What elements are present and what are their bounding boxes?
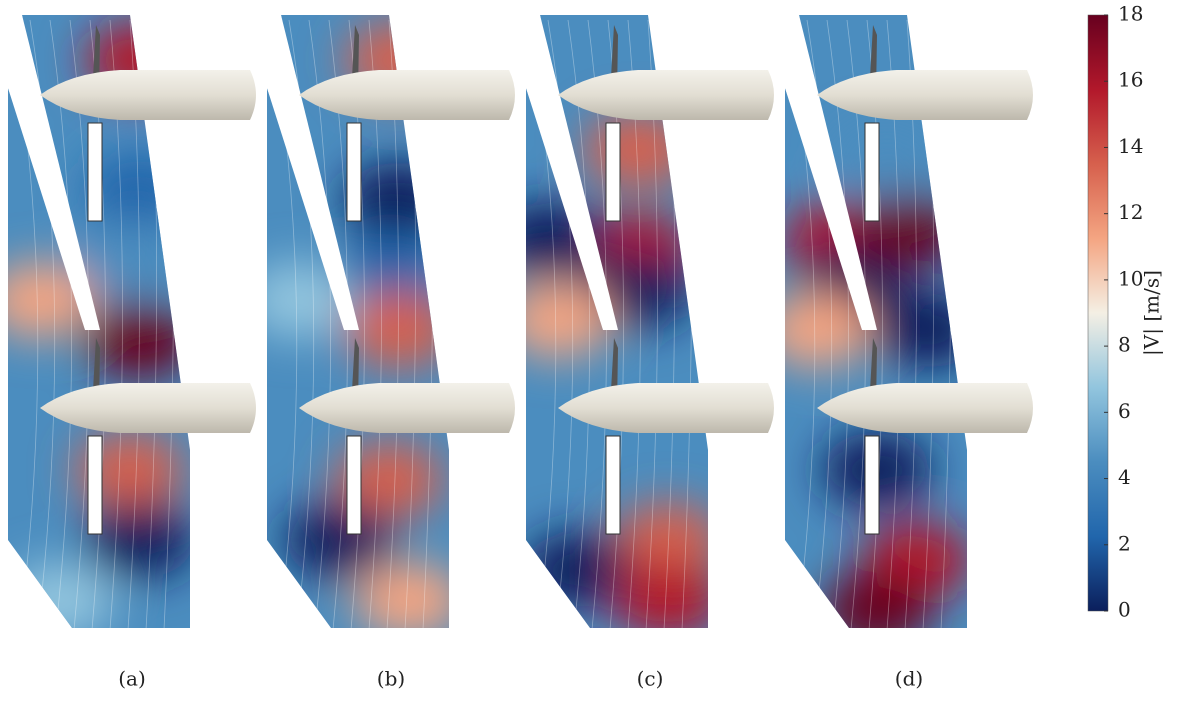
blade xyxy=(865,123,879,221)
blade xyxy=(88,436,102,534)
blade xyxy=(88,123,102,221)
colorbar-tick-label: 4 xyxy=(1118,465,1131,489)
colorbar-tick-label: 16 xyxy=(1118,68,1143,92)
colorbar-tick-label: 8 xyxy=(1118,333,1131,357)
panel-label: (b) xyxy=(377,667,405,691)
colorbar-tick-label: 10 xyxy=(1118,266,1143,290)
colorbar-tick-label: 12 xyxy=(1118,200,1143,224)
blade xyxy=(347,436,361,534)
colorbar-tick-label: 14 xyxy=(1118,134,1143,158)
blade xyxy=(606,436,620,534)
colorbar-tick-label: 18 xyxy=(1118,2,1143,26)
colorbar-tick-label: 6 xyxy=(1118,399,1131,423)
blade xyxy=(606,123,620,221)
blade xyxy=(865,436,879,534)
panel-label: (a) xyxy=(118,667,146,691)
blade xyxy=(347,123,361,221)
panel xyxy=(762,0,1033,648)
colorbar-tick-label: 0 xyxy=(1118,598,1131,622)
panel xyxy=(244,0,515,640)
panel-label: (d) xyxy=(895,667,923,691)
panel-label: (c) xyxy=(637,667,664,691)
colorbar-tick-label: 2 xyxy=(1118,531,1131,555)
panel xyxy=(0,0,256,640)
figure: |V| [m/s] 024681012141618(a)(b)(c)(d) xyxy=(0,0,1185,698)
colorbar xyxy=(1088,15,1108,611)
panel xyxy=(493,0,774,640)
